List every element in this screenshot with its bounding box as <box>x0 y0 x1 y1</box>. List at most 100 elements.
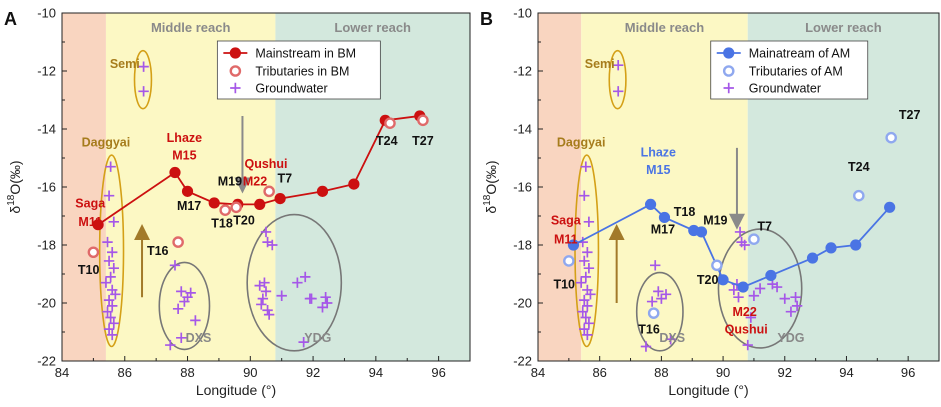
y-axis-label-delta: δ <box>7 206 23 214</box>
groundwater-point <box>582 247 593 258</box>
groundwater-point <box>580 312 592 323</box>
point-label: T10 <box>553 278 575 292</box>
point-label: DXS <box>659 331 685 345</box>
point-label: Saga <box>75 196 106 210</box>
tributary-point <box>647 307 660 319</box>
groundwater-point <box>790 292 801 303</box>
groundwater-point <box>579 323 590 335</box>
x-axis-label: Longitude (°) <box>668 382 748 398</box>
legend-label-tributaries: Tributaries in BM <box>255 65 349 79</box>
x-tick-label: 86 <box>118 365 132 380</box>
mainstream-point <box>348 178 360 190</box>
groundwater-point <box>138 86 149 97</box>
groundwater-point <box>260 226 272 238</box>
point-label: M15 <box>646 163 670 177</box>
x-tick-label: 84 <box>531 365 545 380</box>
groundwater-point <box>169 260 181 271</box>
groundwater-point <box>103 255 115 267</box>
groundwater-point <box>579 294 590 306</box>
groundwater-point <box>107 247 118 258</box>
panel-letter: B <box>480 9 493 29</box>
point-label: T24 <box>848 160 870 174</box>
point-label: T18 <box>211 217 233 231</box>
groundwater-point <box>739 239 750 251</box>
mainstream-point <box>884 201 896 213</box>
mainstream-point <box>254 198 266 210</box>
groundwater-point <box>734 226 746 238</box>
y-tick-label: -20 <box>513 296 532 311</box>
mainstream-point <box>567 239 580 251</box>
mainstream-point <box>825 242 837 254</box>
point-label: M17 <box>177 199 201 213</box>
legend-tributary-marker <box>229 65 242 77</box>
point-label: M11 <box>554 233 578 247</box>
legend-label-groundwater: Groundwater <box>255 82 327 96</box>
groundwater-point <box>176 286 187 297</box>
groundwater-point <box>582 300 593 312</box>
point-label: Lhaze <box>641 146 676 160</box>
gold-ellipse-0 <box>608 49 627 110</box>
groundwater-point <box>102 236 113 248</box>
groundwater-point <box>754 283 766 294</box>
point-label: T20 <box>697 273 719 287</box>
mainstream-point <box>806 252 819 264</box>
tributary-point <box>853 189 865 202</box>
mainstream-point <box>181 185 194 197</box>
point-label: M22 <box>243 175 267 189</box>
groundwater-point <box>613 86 624 97</box>
point-label: T7 <box>278 172 293 186</box>
groundwater-point <box>656 293 667 304</box>
groundwater-point <box>176 332 187 343</box>
groundwater-point <box>575 277 587 288</box>
mainstream-point <box>850 239 862 251</box>
point-label: YDG <box>777 331 804 345</box>
y-axis-label-delta: δ <box>483 206 499 214</box>
x-tick-label: 88 <box>180 365 194 380</box>
groundwater-point <box>108 216 119 227</box>
groundwater-point <box>263 309 275 320</box>
y-axis-label-sup: 18 <box>482 194 493 206</box>
groundwater-point <box>320 292 331 303</box>
groundwater-point <box>745 312 757 323</box>
groundwater-point <box>579 190 590 201</box>
x-tick-label: 92 <box>306 365 320 380</box>
tributary-point <box>263 185 275 198</box>
groundwater-point <box>298 336 309 348</box>
groundwater-point <box>254 280 265 291</box>
y-axis-label-rest: O(‰) <box>7 160 23 194</box>
tributary-point <box>711 259 723 272</box>
groundwater-point <box>260 286 272 297</box>
groundwater-point <box>179 296 190 307</box>
groundwater-point <box>613 60 624 71</box>
y-axis-label-rest: O(‰) <box>483 160 499 194</box>
y-axis-label: δ18O(‰) <box>482 160 499 213</box>
x-tick-label: 92 <box>778 365 792 380</box>
middle-reach-label: Middle reach <box>151 20 231 35</box>
groundwater-point <box>110 289 121 300</box>
groundwater-point <box>582 329 593 341</box>
legend-groundwater-marker <box>723 82 734 94</box>
x-tick-label: 90 <box>243 365 257 380</box>
mainstream-point <box>169 166 181 179</box>
x-tick-label: 96 <box>901 365 915 380</box>
groundwater-point <box>585 289 596 300</box>
groundwater-point <box>791 300 803 312</box>
groundwater-point <box>733 292 744 303</box>
x-tick-label: 88 <box>654 365 668 380</box>
legend-box <box>710 40 869 100</box>
upper-reach-band <box>62 13 106 361</box>
groundwater-point <box>300 271 311 283</box>
groundwater-point <box>577 306 588 317</box>
gray-ellipse-1 <box>717 228 803 349</box>
groundwater-point <box>103 323 115 335</box>
point-label: T7 <box>757 220 772 234</box>
y-tick-label: -14 <box>513 122 532 137</box>
y-axis-label: δ18O(‰) <box>6 160 23 213</box>
groundwater-point <box>650 260 661 271</box>
gold-ellipse-0 <box>133 49 153 110</box>
groundwater-point <box>583 216 595 227</box>
mainstream-point <box>765 269 777 282</box>
x-axis-label: Longitude (°) <box>196 382 276 398</box>
tributary-point <box>219 204 231 216</box>
groundwater-point <box>257 293 269 304</box>
